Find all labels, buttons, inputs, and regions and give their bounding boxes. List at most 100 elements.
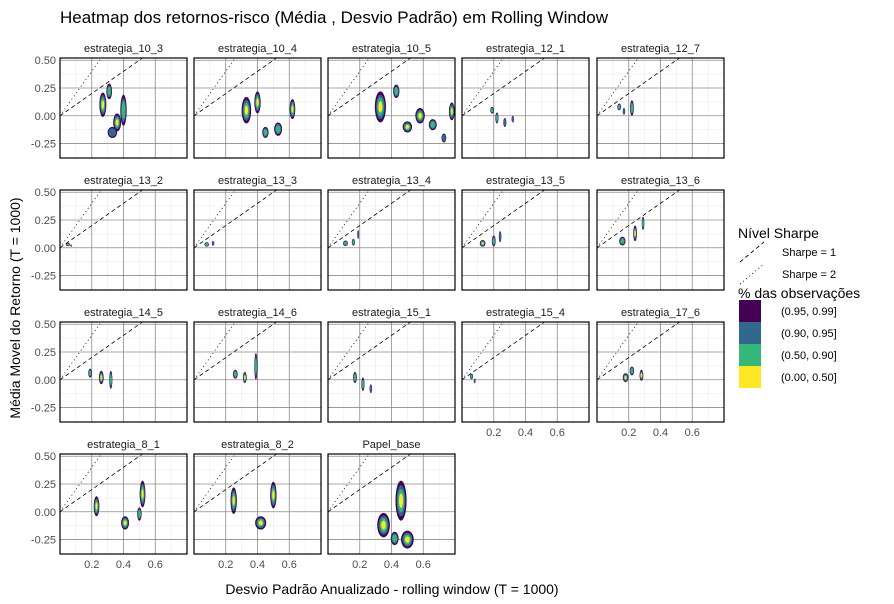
density-level-3 xyxy=(492,237,495,245)
density-level-3 xyxy=(470,374,473,379)
sharpe-line xyxy=(60,454,143,513)
density-level-3 xyxy=(66,243,70,246)
panel-estrategia_12_7: estrategia_12_7 xyxy=(596,43,725,159)
panel-Papel_base: Papel_base 0.2 0.4 0.6 xyxy=(327,439,456,571)
density-level-4 xyxy=(244,105,249,116)
panel-border xyxy=(327,57,456,159)
density-level-3 xyxy=(107,86,111,96)
panel-strip-label: estrategia_13_4 xyxy=(352,175,431,187)
x-tick-label: 0.6 xyxy=(148,559,163,571)
sharpe-2-label: Sharpe = 2 xyxy=(782,269,836,281)
panel-border xyxy=(596,321,725,423)
legend-label: (0.95, 0.99] xyxy=(781,306,837,318)
density-regions xyxy=(204,241,215,247)
density-level-2 xyxy=(499,232,502,241)
panel-border xyxy=(59,453,188,555)
panel-strip-label: estrategia_14_5 xyxy=(84,307,163,319)
density-level-4 xyxy=(123,520,127,526)
sharpe-2-key xyxy=(739,263,765,285)
panel-estrategia_12_1: estrategia_12_1 xyxy=(461,43,590,159)
panel-strip-label: estrategia_10_5 xyxy=(352,43,431,55)
panel-border xyxy=(193,57,322,159)
density-level-4 xyxy=(244,375,246,380)
panel-border xyxy=(193,189,322,291)
sharpe-line xyxy=(462,190,545,249)
density-level-2 xyxy=(473,379,476,383)
density-level-4 xyxy=(381,520,386,530)
density-regions xyxy=(232,353,258,384)
y-tick-label: -0.25 xyxy=(31,403,56,415)
y-tick-label: -0.25 xyxy=(31,271,56,283)
density-level-4 xyxy=(100,375,103,380)
density-level-3 xyxy=(618,104,621,109)
sharpe-line xyxy=(328,58,411,117)
legend-label: (0.50, 0.90] xyxy=(781,350,837,362)
panel-strip-label: estrategia_13_2 xyxy=(84,175,163,187)
sharpe-line xyxy=(60,58,143,117)
panel-estrategia_13_4: estrategia_13_4 xyxy=(327,175,456,291)
legend-label: (0.90, 0.95] xyxy=(781,328,837,340)
x-tick-label: 0.4 xyxy=(250,559,265,571)
density-regions xyxy=(377,480,414,549)
panel-border xyxy=(327,321,456,423)
fill-legend-title: % das observações xyxy=(738,285,860,301)
fill-legend-keys: (0.95, 0.99] (0.90, 0.95] (0.50, 0.90] (0.0… xyxy=(739,300,837,388)
density-level-3 xyxy=(630,103,634,113)
density-level-4 xyxy=(291,105,294,113)
density-level-2 xyxy=(442,134,446,142)
legend-swatch xyxy=(739,344,761,366)
panel-border xyxy=(193,453,322,555)
sharpe-line xyxy=(328,322,411,381)
density-level-4 xyxy=(418,112,422,119)
y-tick-label: 0.50 xyxy=(35,319,56,331)
density-level-3 xyxy=(121,101,126,120)
y-tick-label: 0.25 xyxy=(35,479,56,491)
panel-strip-label: estrategia_12_1 xyxy=(486,43,565,55)
panel-strip-label: estrategia_8_1 xyxy=(87,439,160,451)
x-tick-label: 0.6 xyxy=(685,427,700,439)
sharpe-1-key xyxy=(739,241,765,263)
chart-title: Heatmap dos retornos-risco (Média , Desv… xyxy=(60,8,609,27)
density-level-3 xyxy=(491,108,494,113)
sharpe-line xyxy=(328,190,411,249)
panel-strip-label: estrategia_12_7 xyxy=(621,43,700,55)
density-level-3 xyxy=(344,241,347,245)
legend-swatch xyxy=(739,322,761,344)
density-level-4 xyxy=(378,101,383,113)
y-tick-label: 0.00 xyxy=(35,243,56,255)
y-tick-label: -0.25 xyxy=(31,535,56,547)
density-level-4 xyxy=(272,490,275,500)
density-level-3 xyxy=(254,358,257,375)
density-regions xyxy=(343,230,360,247)
density-regions xyxy=(374,84,455,143)
density-level-3 xyxy=(642,219,644,228)
density-regions xyxy=(353,372,373,394)
density-regions xyxy=(230,481,277,530)
panel-border xyxy=(327,189,456,291)
sharpe-line xyxy=(194,454,277,513)
panel-border xyxy=(59,189,188,291)
x-tick-label: 0.2 xyxy=(84,559,99,571)
x-tick-label: 0.6 xyxy=(416,559,431,571)
density-level-4 xyxy=(256,98,259,107)
x-tick-label: 0.2 xyxy=(621,427,636,439)
sharpe-line xyxy=(597,190,680,249)
panel-estrategia_13_2: estrategia_13_2 -0.25 0.00 0.25 0.50 xyxy=(31,175,188,291)
density-level-4 xyxy=(450,108,453,115)
panel-strip-label: estrategia_15_1 xyxy=(352,307,431,319)
panel-strip-label: estrategia_17_6 xyxy=(621,307,700,319)
sharpe-line xyxy=(597,58,680,117)
density-level-4 xyxy=(95,502,98,510)
density-level-3 xyxy=(138,510,141,518)
density-level-3 xyxy=(392,534,397,543)
density-regions xyxy=(88,368,113,389)
density-level-4 xyxy=(624,375,627,380)
panels-group: estrategia_10_3-0.250.000.250.50estrateg… xyxy=(31,43,725,571)
x-tick-label: 0.6 xyxy=(550,427,565,439)
density-regions xyxy=(93,480,146,530)
density-regions xyxy=(490,106,515,127)
panel-border xyxy=(596,189,725,291)
density-level-2 xyxy=(108,128,117,137)
panel-estrategia_13_6: estrategia_13_6 xyxy=(596,175,725,291)
x-tick-label: 0.4 xyxy=(518,427,533,439)
